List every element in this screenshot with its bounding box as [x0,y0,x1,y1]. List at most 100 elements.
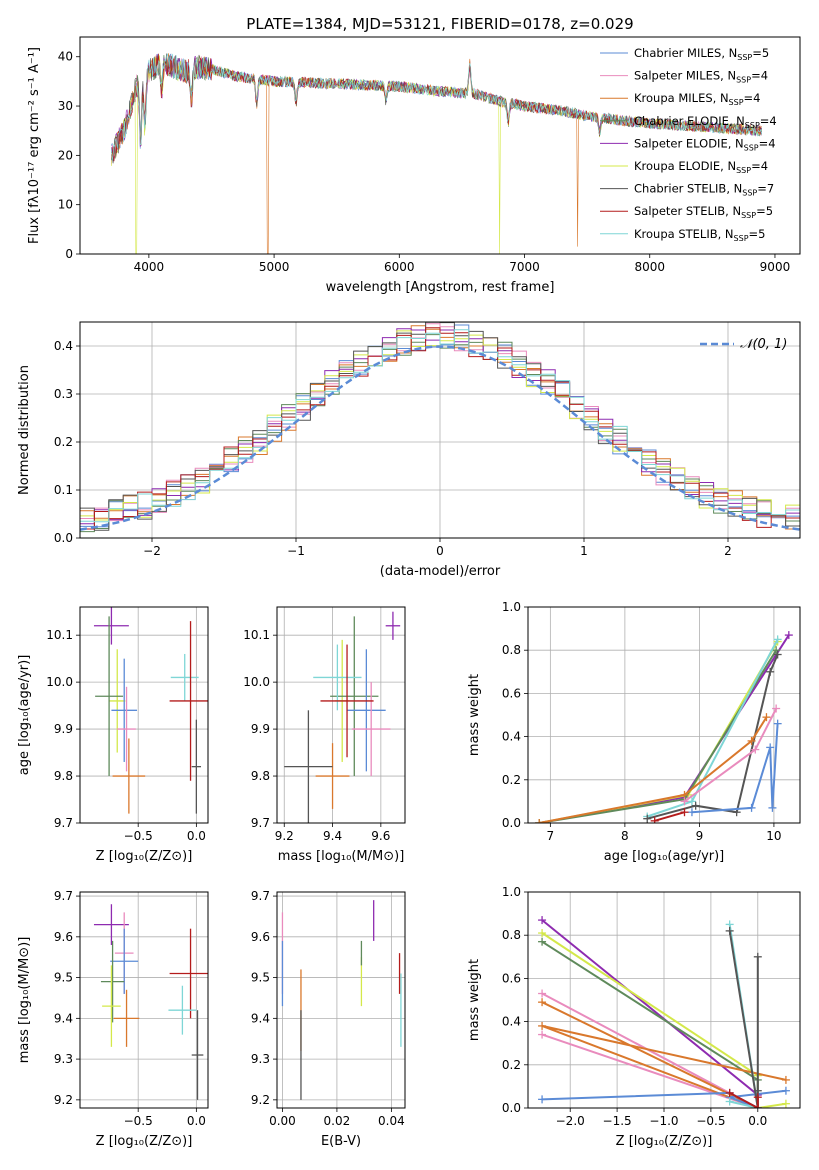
y-axis-label: mass weight [467,674,482,756]
x-axis-label: mass [log₁₀(M/M⊙)] [278,849,405,864]
weight-line-kroupa-miles [539,716,768,823]
x-tick-label: −1 [287,544,305,558]
plus-marker [538,929,547,938]
plus-marker [766,743,775,752]
legend-label: Salpeter ELODIE, NSSP=4 [634,136,776,152]
x-axis-label: Z [log₁₀(Z/Z⊙)] [616,1134,713,1149]
errorbar-point-salpeter-stelib [320,644,374,758]
mass-weight-vs-age-panel: 7 8 9 10 0.0 0.2 0.4 0.6 0.8 1.0 age [log₁₀(age/yr… [467,600,801,864]
legend-label: Salpeter STELIB, NSSP=5 [634,204,773,220]
y-tick-label: 9.4 [251,1011,270,1025]
errorbar-point-kroupa-miles [112,738,146,814]
errorbar-point-kroupa-stelib [313,644,362,711]
weight-line-salpeter-miles [541,992,759,1108]
y-tick-label: 9.5 [251,971,270,985]
y-tick-label: 30 [58,99,73,113]
y-tick-label: 9.3 [54,1052,73,1066]
y-tick-label: 10.1 [46,628,73,642]
plus-marker [781,1075,790,1084]
x-tick-label: 0 [436,544,444,558]
grid [80,607,208,824]
y-tick-label: 9.7 [54,889,73,903]
weight-line-chabrier-stelib [728,930,759,1108]
errorbar-point-salpeter-elodie [93,607,129,645]
plus-marker [643,814,652,823]
age-vs-metallicity-panel: −0.5 0.0 9.7 9.8 9.9 10.0 10.1 Z [log₁₀(Z/Z⊙)] a… [17,606,209,864]
y-tick-label: 9.5 [54,971,73,985]
axes-frame: −2 −1 0 1 2 0.0 0.1 0.2 0.3 0.4 (data-model)/error… [17,321,801,579]
y-tick-label: 0.8 [502,928,521,942]
y-tick-label: 0.4 [502,730,521,744]
plus-marker [781,1099,790,1108]
y-tick-label: 9.9 [54,722,73,736]
errorbar-point-salpeter-elodie [385,611,401,640]
y-tick-label: 0.2 [54,435,73,449]
plus-marker [773,635,782,644]
errorbar-point-kroupa-elodie [102,965,121,1047]
axes-frame: 9.2 9.4 9.6 9.7 9.8 9.9 10.0 10.1 mass [log₁₀(M/… [243,606,406,864]
errorbar-point-salpeter-miles [351,682,391,777]
y-axis-label: mass weight [467,959,482,1041]
axes-frame: 7 8 9 10 0.0 0.2 0.4 0.6 0.8 1.0 age [log₁₀(age/yr… [467,600,801,864]
legend-label: Kroupa STELIB, NSSP=5 [634,227,765,243]
grid [277,607,405,824]
legend: 𝒩(0, 1) [700,337,787,352]
x-tick-label: 0.00 [269,1114,296,1128]
errorbar-point-chabrier-miles [347,649,386,772]
x-tick-label: 6000 [384,260,415,274]
x-tick-label: 0.0 [748,1114,767,1128]
errorbar-point-salpeter-miles [117,686,136,772]
legend-label: Chabrier ELODIE, NSSP=4 [634,114,777,130]
axes-border [527,606,801,824]
errorbar-point-salpeter-stelib [169,621,208,781]
x-axis-label: E(B-V) [321,1134,361,1149]
legend-label: 𝒩(0, 1) [740,337,787,352]
x-tick-label: −2 [143,544,161,558]
y-tick-label: 0.6 [502,686,521,700]
grid [80,322,800,539]
y-tick-label: 0.2 [502,1058,521,1072]
plus-marker [772,646,781,655]
plus-marker [725,1097,734,1106]
y-tick-label: 1.0 [502,885,521,899]
x-axis-label: Z [log₁₀(Z/Z⊙)] [96,1134,193,1149]
weight-line-kroupa-elodie [539,641,779,823]
plus-marker [772,704,781,713]
plus-marker [751,745,760,754]
plus-marker [538,937,547,946]
axes-frame: 0.00 0.02 0.04 9.2 9.3 9.4 9.5 9.6 9.7 E(B-V) [251,889,406,1149]
weight-line-chabrier-elodie [541,940,759,1108]
y-tick-label: 40 [58,50,73,64]
y-tick-label: 0.8 [502,643,521,657]
axes-frame: −0.5 0.0 9.2 9.3 9.4 9.5 9.6 9.7 Z [log₁₀(Z/Z⊙)]… [17,889,209,1149]
legend: Chabrier MILES, NSSP=5 Salpeter MILES, NS… [600,46,777,243]
axes-border [276,606,406,824]
y-tick-label: 10.1 [243,628,270,642]
errorbar-point-kroupa-miles [315,743,350,809]
plus-marker [538,989,547,998]
legend-label: Kroupa MILES, NSSP=4 [634,91,760,107]
x-tick-label: 9000 [760,260,791,274]
x-tick-label: 8000 [634,260,665,274]
axes-frame: 4000 5000 6000 7000 8000 9000 0 10 20 30 40 wavelen… [27,36,801,295]
y-tick-label: 9.2 [251,1093,270,1107]
legend-label: Salpeter MILES, NSSP=4 [634,69,768,85]
y-tick-label: 9.4 [54,1011,73,1025]
y-tick-label: 9.9 [251,722,270,736]
x-tick-label: 1 [580,544,588,558]
x-tick-label: 0.02 [324,1114,351,1128]
age-vs-mass-panel: 9.2 9.4 9.6 9.7 9.8 9.9 10.0 10.1 mass [log₁₀(M/… [243,606,406,864]
y-tick-label: 0.0 [502,1101,521,1115]
mass-vs-ebv-panel: 0.00 0.02 0.04 9.2 9.3 9.4 9.5 9.6 9.7 E(B-V) [251,889,406,1149]
plus-marker [691,801,700,810]
x-tick-label: 7000 [509,260,540,274]
errorbar-point-kroupa-miles [113,989,140,1047]
x-axis-label: age [log₁₀(age/yr)] [604,849,725,864]
y-tick-label: 0 [65,247,73,261]
spectrum-line-kroupa-elodie [111,55,762,254]
plus-marker [680,797,689,806]
plus-marker [781,1086,790,1095]
y-tick-label: 0.0 [54,531,73,545]
y-tick-label: 9.3 [251,1052,270,1066]
